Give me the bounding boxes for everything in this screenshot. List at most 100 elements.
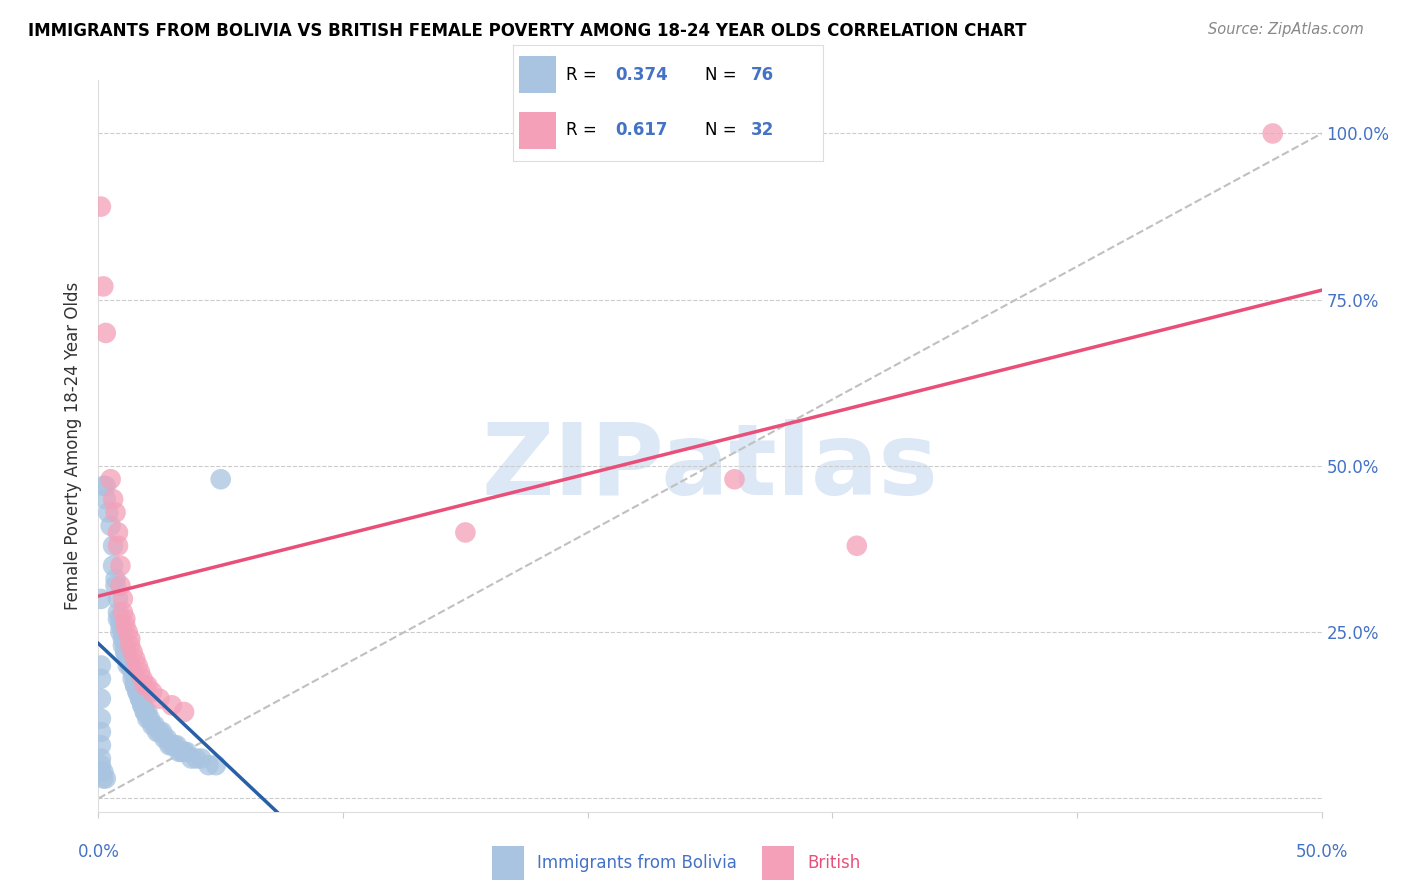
Point: [129, 691, 152, 706]
Text: 32: 32: [751, 121, 775, 139]
Point: [110, 579, 132, 593]
Point: [120, 639, 142, 653]
Point: [120, 658, 142, 673]
Point: [101, 558, 124, 573]
Text: IMMIGRANTS FROM BOLIVIA VS BRITISH FEMALE POVERTY AMONG 18-24 YEAR OLDS CORRELAT: IMMIGRANTS FROM BOLIVIA VS BRITISH FEMAL…: [28, 22, 1026, 40]
Point: [131, 672, 153, 686]
Point: [136, 712, 159, 726]
Point: [100, 472, 122, 486]
Point: [120, 658, 142, 673]
Point: [143, 718, 166, 732]
Point: [170, 745, 193, 759]
Point: [127, 685, 149, 699]
Point: [150, 725, 173, 739]
Point: [124, 678, 146, 692]
Point: [134, 705, 156, 719]
Point: [90, 725, 112, 739]
Point: [166, 738, 188, 752]
Point: [90, 751, 112, 765]
Point: [111, 625, 134, 640]
Text: Source: ZipAtlas.com: Source: ZipAtlas.com: [1208, 22, 1364, 37]
Point: [121, 672, 143, 686]
Point: [127, 658, 149, 673]
Point: [117, 652, 139, 666]
Point: [149, 691, 172, 706]
Point: [121, 665, 143, 679]
Point: [186, 751, 208, 765]
Point: [190, 751, 212, 765]
Point: [97, 506, 120, 520]
Point: [114, 645, 136, 659]
Point: [120, 632, 142, 646]
Point: [136, 705, 159, 719]
Point: [110, 618, 132, 632]
Point: [94, 772, 117, 786]
Point: [134, 705, 156, 719]
Point: [845, 539, 868, 553]
Text: 0.0%: 0.0%: [77, 843, 120, 861]
Point: [94, 492, 117, 507]
Point: [90, 200, 112, 214]
Point: [107, 612, 129, 626]
Point: [723, 472, 745, 486]
Point: [104, 579, 127, 593]
Point: [173, 745, 195, 759]
Point: [110, 612, 132, 626]
Point: [94, 479, 117, 493]
Point: [107, 591, 129, 606]
Point: [160, 698, 183, 713]
Bar: [762, 846, 793, 880]
Bar: [492, 846, 523, 880]
Point: [176, 745, 198, 759]
Point: [129, 691, 152, 706]
Point: [91, 479, 114, 493]
Point: [114, 612, 136, 626]
Point: [117, 652, 139, 666]
Text: ZIPatlas: ZIPatlas: [482, 419, 938, 516]
Point: [111, 632, 134, 646]
Point: [149, 725, 172, 739]
Point: [100, 518, 122, 533]
Point: [90, 691, 112, 706]
Point: [90, 764, 112, 779]
Point: [454, 525, 477, 540]
Point: [1261, 127, 1284, 141]
Point: [180, 751, 202, 765]
Point: [167, 745, 190, 759]
Point: [111, 605, 134, 619]
Point: [157, 738, 180, 752]
Point: [117, 625, 139, 640]
Point: [107, 605, 129, 619]
Point: [90, 672, 112, 686]
Text: Immigrants from Bolivia: Immigrants from Bolivia: [537, 854, 737, 872]
Point: [131, 698, 153, 713]
Point: [94, 326, 117, 340]
Point: [114, 645, 136, 659]
Point: [134, 678, 156, 692]
Text: R =: R =: [565, 121, 602, 139]
Point: [121, 645, 143, 659]
Point: [111, 591, 134, 606]
Point: [156, 731, 179, 746]
Point: [129, 665, 152, 679]
Point: [101, 492, 124, 507]
Point: [209, 472, 232, 486]
Point: [91, 764, 114, 779]
Point: [124, 678, 146, 692]
Point: [110, 625, 132, 640]
Bar: [519, 56, 557, 94]
Point: [136, 678, 159, 692]
Point: [173, 705, 195, 719]
Point: [110, 558, 132, 573]
Point: [90, 658, 112, 673]
Point: [104, 506, 127, 520]
Bar: [519, 112, 557, 149]
Point: [127, 685, 149, 699]
Text: British: British: [807, 854, 860, 872]
Point: [104, 572, 127, 586]
Point: [114, 618, 136, 632]
Point: [146, 725, 169, 739]
Point: [91, 772, 114, 786]
Point: [90, 591, 112, 606]
Text: N =: N =: [704, 121, 742, 139]
